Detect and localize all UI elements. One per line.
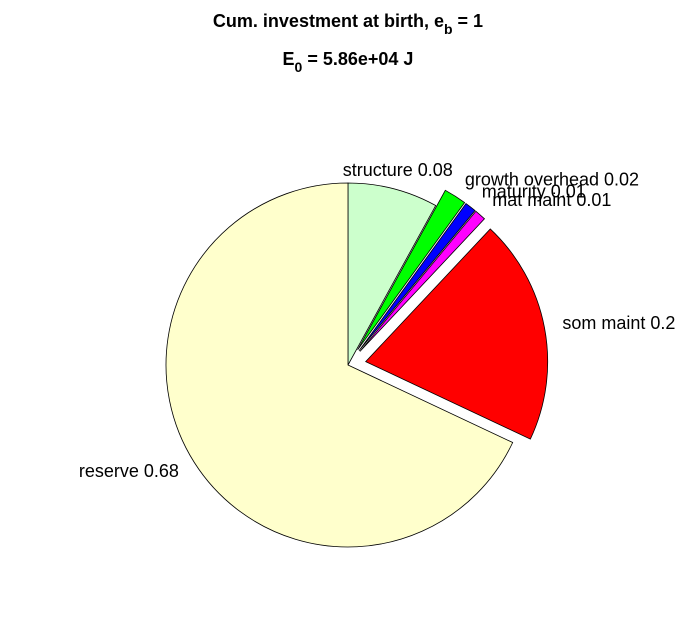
chart-title: Cum. investment at birth, eb = 1	[213, 11, 483, 37]
chart-subtitle-part: 0	[295, 59, 303, 75]
pie-slice	[359, 210, 486, 352]
chart-title-part: Cum. investment at birth, e	[213, 11, 444, 31]
chart-title-part: b	[444, 21, 453, 37]
slice-label: som maint 0.2	[562, 313, 675, 333]
pie-slice	[357, 189, 466, 351]
pie-slice	[358, 202, 476, 352]
pie-slice	[365, 228, 549, 440]
chart-subtitle-part: E	[283, 49, 295, 69]
pie-slice	[347, 182, 437, 366]
slice-label: mat maint 0.01	[492, 190, 611, 210]
slice-label: reserve 0.68	[79, 461, 179, 481]
slice-label: growth overhead 0.02	[465, 170, 639, 190]
chart-subtitle-part: = 5.86e+04 J	[302, 49, 413, 69]
chart-title-part: = 1	[453, 11, 484, 31]
chart-subtitle: E0 = 5.86e+04 J	[283, 49, 414, 75]
slice-label: structure 0.08	[343, 160, 453, 180]
pie-slice	[165, 182, 514, 548]
slice-label: maturity 0.01	[482, 181, 586, 201]
